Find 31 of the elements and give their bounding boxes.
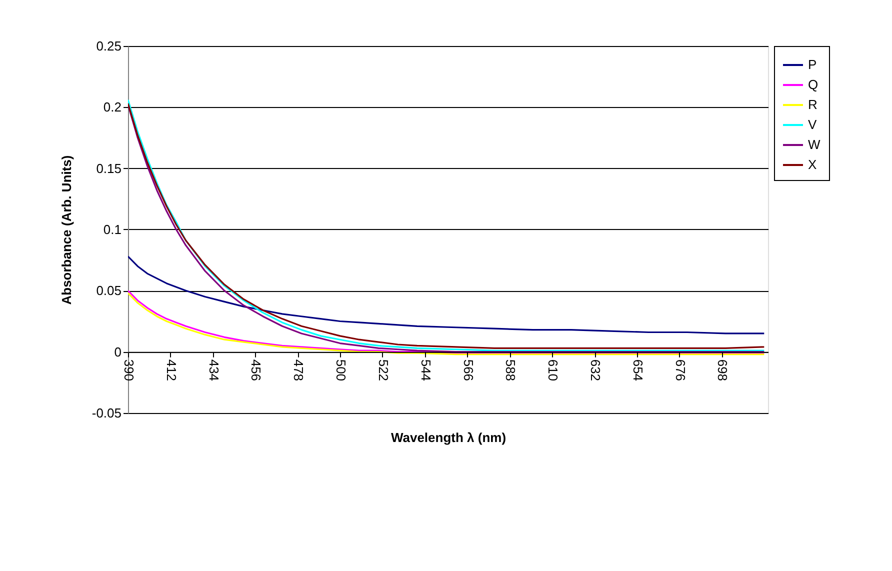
y-tick-label: 0.1 <box>103 222 122 237</box>
y-tick-label: 0 <box>114 344 122 360</box>
x-tick-label: 434 <box>206 359 222 382</box>
x-tick-label: 522 <box>376 359 391 382</box>
y-tick-label: 0.25 <box>96 38 122 54</box>
x-tick-label: 544 <box>418 359 434 382</box>
x-tick-label: 588 <box>503 359 518 382</box>
legend-label: W <box>808 137 821 152</box>
y-tick-label: -0.05 <box>92 406 122 420</box>
x-tick-label: 390 <box>122 359 136 382</box>
legend-label: P <box>808 57 817 72</box>
x-tick-label: 698 <box>715 359 730 382</box>
x-axis-title: Wavelength λ (nm) <box>390 430 506 446</box>
y-tick-label: 0.05 <box>96 283 122 298</box>
legend-label: X <box>808 157 817 172</box>
y-tick-label: 0.15 <box>96 160 122 176</box>
legend-label: R <box>808 97 818 112</box>
x-tick-label: 654 <box>630 359 646 382</box>
x-tick-label: 676 <box>672 359 688 382</box>
y-axis-title: Absorbance (Arb. Units) <box>58 155 74 305</box>
x-tick-label: 478 <box>291 359 306 382</box>
line-series <box>128 256 765 334</box>
x-tick-label: 500 <box>334 359 349 382</box>
x-tick-label: 632 <box>588 359 604 382</box>
legend-label: V <box>808 117 817 132</box>
x-tick-label: 566 <box>460 359 476 382</box>
x-tick-label: 456 <box>248 359 264 382</box>
legend-label: Q <box>808 77 818 92</box>
x-tick-label: 412 <box>164 359 179 382</box>
y-tick-label: 0.2 <box>103 100 122 115</box>
x-tick-label: 610 <box>546 359 561 382</box>
